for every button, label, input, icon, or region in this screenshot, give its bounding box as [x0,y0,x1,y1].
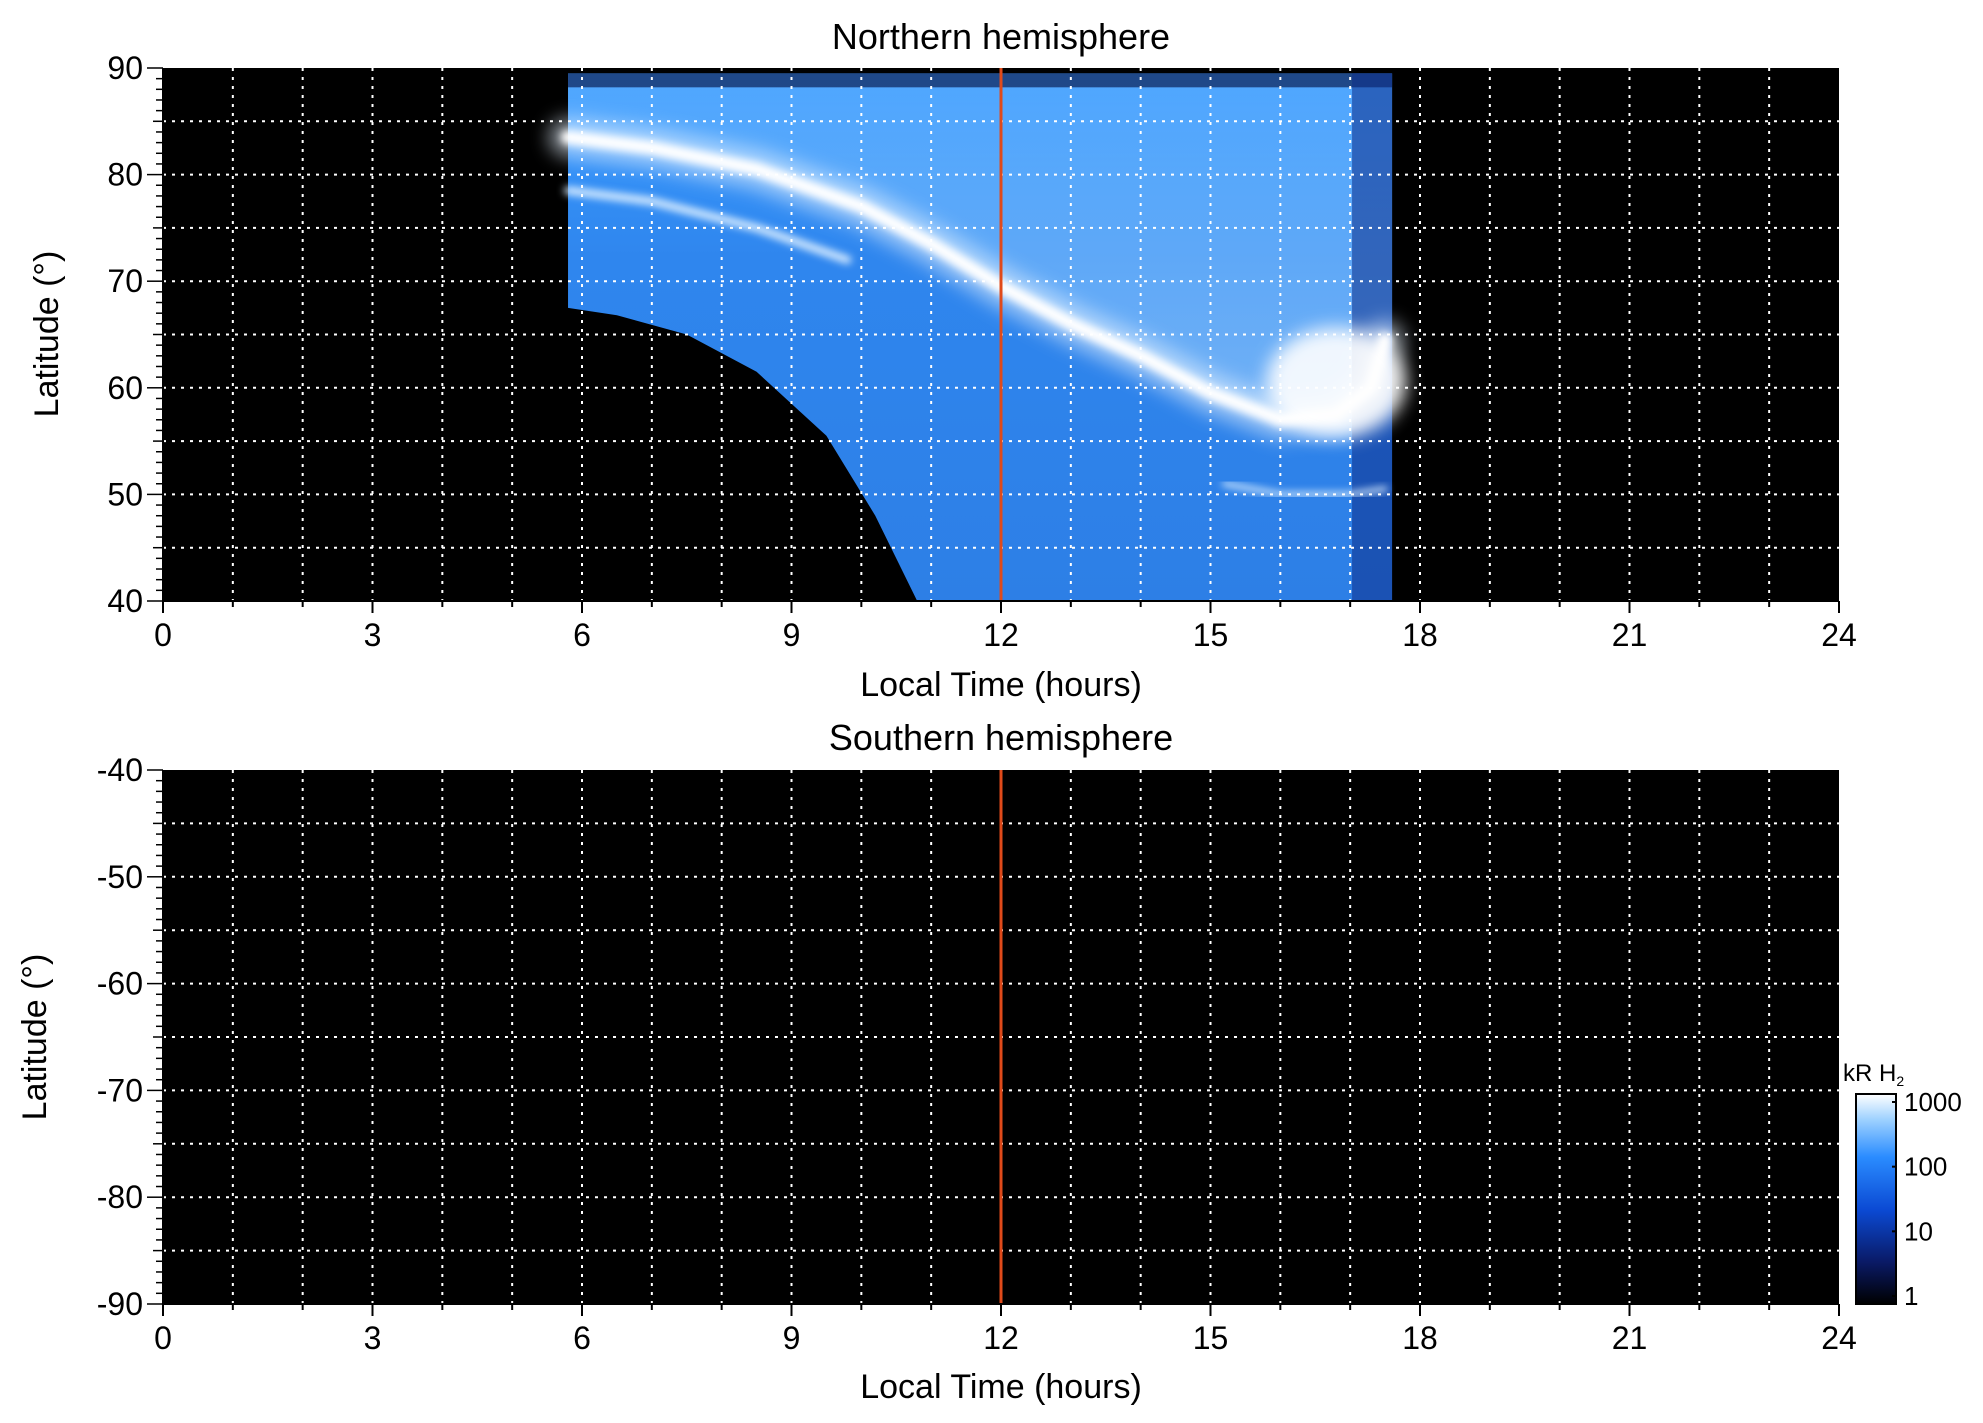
x-tick-label: 21 [1612,1320,1648,1356]
y-tick-label: 90 [107,50,143,86]
northern-hemisphere-panel: Northern hemisphere 0 3 6 9 12 15 18 21 24 90 80 7… [28,16,1857,704]
x-tick-label: 0 [154,1320,172,1356]
northern-y-axis: 90 80 70 60 50 40 [107,50,164,619]
southern-y-axis: -40 -50 -60 -70 -80 -90 [97,752,164,1322]
northern-chart-title: Northern hemisphere [832,16,1170,57]
northern-auroral-emission [548,73,1407,601]
x-tick-label: 21 [1612,617,1648,653]
colorbar-tick-label: 1 [1904,1281,1918,1311]
y-tick-label: -70 [97,1072,143,1108]
x-tick-label: 3 [364,1320,382,1356]
x-tick-label: 3 [364,617,382,653]
colorbar-tick-label: 1000 [1904,1087,1962,1117]
colorbar-gradient [1855,1093,1897,1305]
y-tick-label: 70 [107,263,143,299]
southern-chart-title: Southern hemisphere [829,717,1173,758]
x-tick-label: 12 [983,1320,1019,1356]
southern-x-axis: 0 3 6 9 12 15 18 21 24 [154,1303,1857,1356]
colorbar-unit-label: kR H2 [1843,1060,1904,1089]
x-tick-label: 15 [1193,617,1229,653]
x-tick-label: 15 [1193,1320,1229,1356]
x-tick-label: 18 [1402,1320,1438,1356]
x-tick-label: 12 [983,617,1019,653]
y-tick-label: -80 [97,1179,143,1215]
y-tick-label: -40 [97,752,143,788]
colorbar-tick-label: 100 [1904,1152,1947,1182]
x-tick-label: 9 [783,1320,801,1356]
outer-arc [564,186,852,264]
x-tick-label: 9 [783,617,801,653]
colorbar: kR H2 1000 100 10 1 [1843,1060,1962,1311]
y-tick-label: 40 [107,583,143,619]
x-tick-label: 24 [1821,1320,1857,1356]
colorbar-ticks: 1000 100 10 1 [1892,1087,1962,1311]
northern-x-axis: 0 3 6 9 12 15 18 21 24 [154,600,1857,653]
southern-x-axis-label: Local Time (hours) [860,1368,1142,1406]
northern-y-axis-label: Latitude (°) [28,251,66,418]
dusk-bright-patch [1266,327,1407,438]
y-tick-label: 80 [107,157,143,193]
y-tick-label: -60 [97,966,143,1002]
x-tick-label: 18 [1402,617,1438,653]
southern-y-axis-label: Latitude (°) [16,954,54,1121]
y-tick-label: 60 [107,370,143,406]
polar-gap [568,73,1393,88]
y-tick-label: -50 [97,859,143,895]
northern-x-axis-label: Local Time (hours) [860,666,1142,704]
x-tick-label: 6 [573,617,591,653]
x-tick-label: 24 [1821,617,1857,653]
y-tick-label: 50 [107,476,143,512]
southern-hemisphere-panel: Southern hemisphere 0 3 6 9 12 15 18 21 24 -40 -5… [16,717,1857,1406]
x-tick-label: 6 [573,1320,591,1356]
y-tick-label: -90 [97,1286,143,1322]
x-tick-label: 0 [154,617,172,653]
colorbar-tick-label: 10 [1904,1216,1933,1246]
